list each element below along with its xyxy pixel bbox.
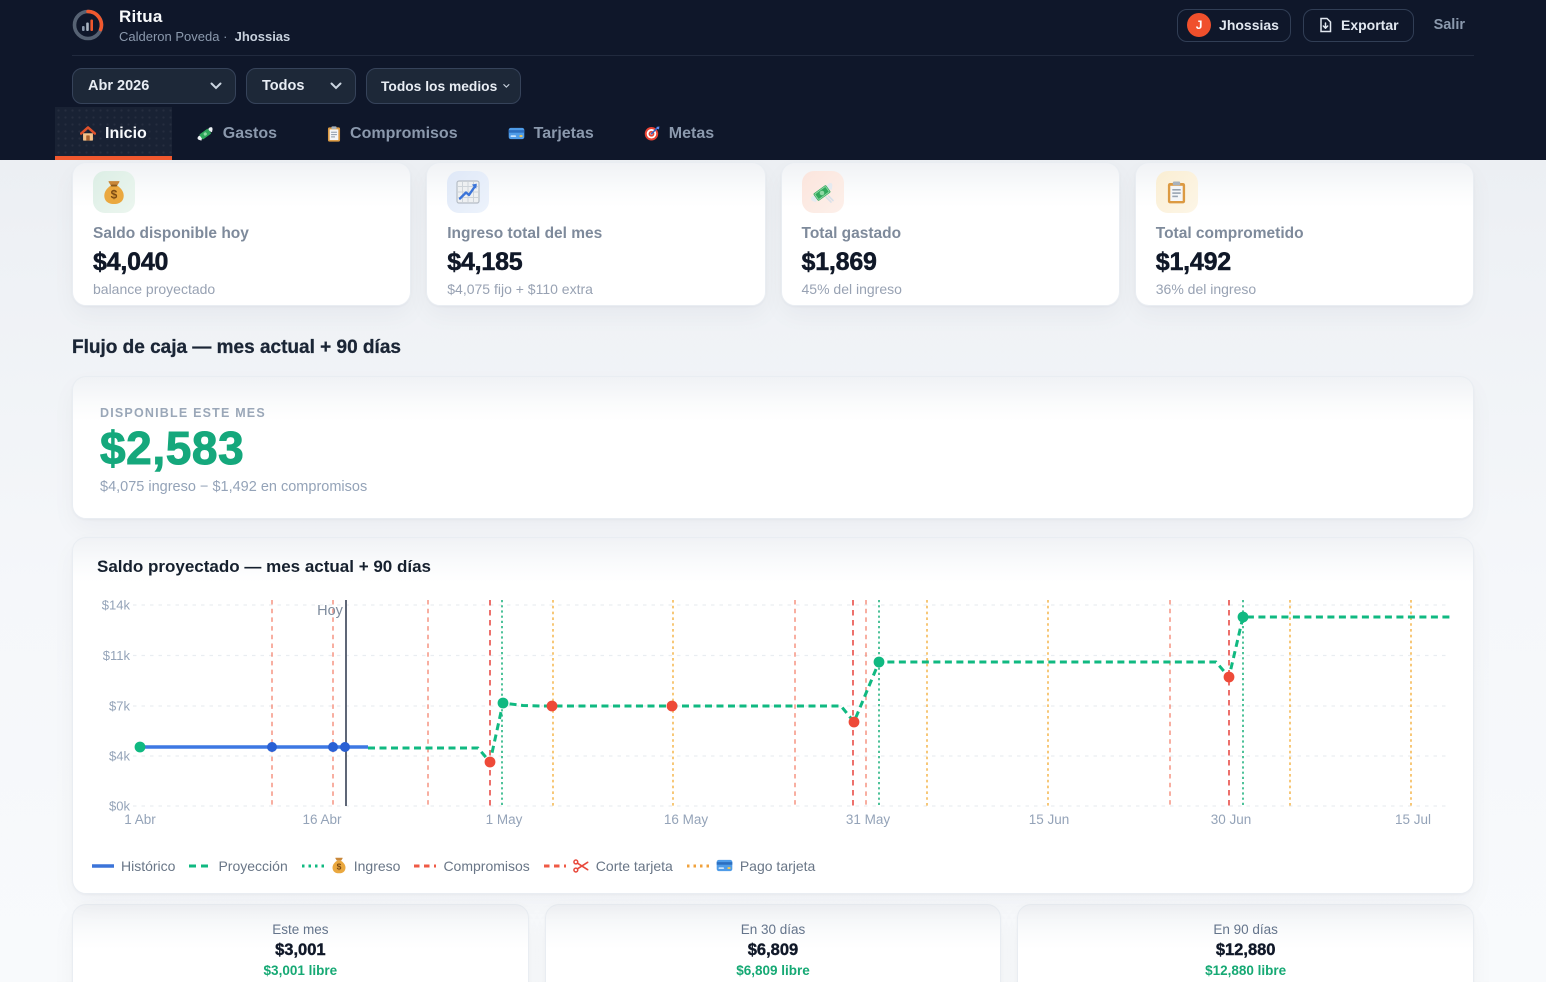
svg-text:$: $	[111, 187, 118, 201]
svg-text:30 Jun: 30 Jun	[1211, 812, 1252, 827]
svg-text:15 Jun: 15 Jun	[1029, 812, 1070, 827]
svg-text:$14k: $14k	[102, 598, 131, 613]
svg-text:$: $	[336, 862, 341, 872]
svg-text:$11k: $11k	[103, 648, 131, 663]
svg-text:$4k: $4k	[109, 749, 130, 764]
svg-text:31 May: 31 May	[846, 812, 891, 827]
svg-text:$7k: $7k	[109, 699, 130, 714]
svg-text:16 May: 16 May	[664, 812, 709, 827]
svg-text:1 May: 1 May	[486, 812, 523, 827]
svg-text:Hoy: Hoy	[317, 603, 344, 619]
svg-text:$0k: $0k	[109, 799, 130, 814]
svg-text:15 Jul: 15 Jul	[1395, 812, 1431, 827]
svg-text:1 Abr: 1 Abr	[124, 812, 156, 827]
svg-text:16 Abr: 16 Abr	[302, 812, 342, 827]
